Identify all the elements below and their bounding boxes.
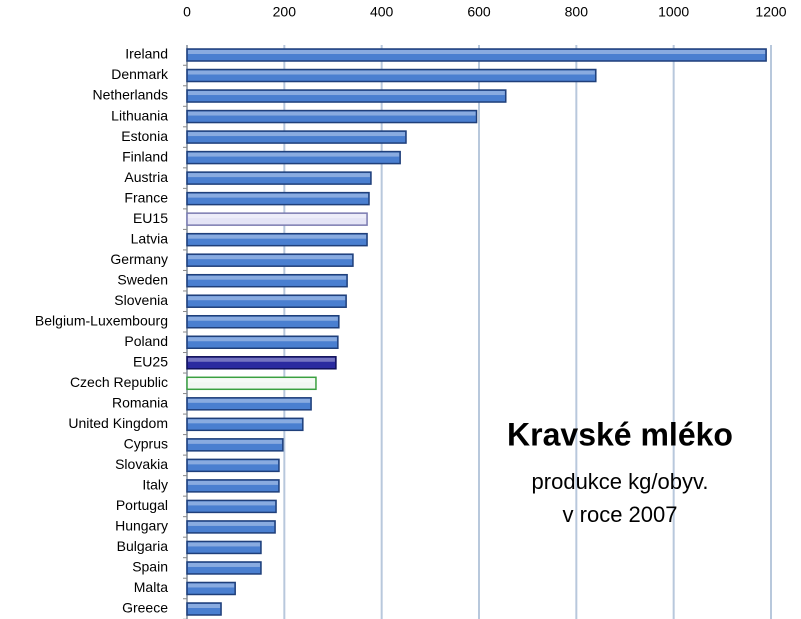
bar-highlight xyxy=(188,419,302,424)
bar xyxy=(186,232,368,247)
bar-highlight xyxy=(188,316,338,321)
bar-highlight xyxy=(188,378,315,383)
bar-highlight xyxy=(188,234,367,239)
y-tick-label: United Kingdom xyxy=(68,415,168,431)
bar-highlight xyxy=(188,521,275,526)
y-tick-label: EU25 xyxy=(133,353,168,369)
y-tick-label: Spain xyxy=(132,559,168,575)
x-tick-label: 800 xyxy=(565,4,589,20)
y-tick-label: Portugal xyxy=(116,497,168,513)
y-tick-label: Italy xyxy=(142,477,168,493)
y-tick-label: Austria xyxy=(124,169,168,185)
bar xyxy=(186,191,370,206)
bar xyxy=(186,602,222,616)
bar-highlight xyxy=(188,357,335,362)
bar-highlight xyxy=(188,296,346,301)
bar xyxy=(186,417,304,432)
bar xyxy=(186,499,277,514)
bar-highlight xyxy=(188,132,405,137)
bar-highlight xyxy=(188,542,260,547)
y-tick-label: Slovenia xyxy=(114,292,168,308)
bar-highlight xyxy=(188,91,505,96)
bar xyxy=(186,68,597,83)
y-tick-label: Estonia xyxy=(121,128,168,144)
bar xyxy=(186,376,317,391)
x-tick-label: 400 xyxy=(370,4,394,20)
bar-highlight xyxy=(188,480,278,485)
bar-highlight xyxy=(188,460,278,465)
bar xyxy=(186,520,276,534)
bar xyxy=(186,540,262,555)
y-tick-label: Denmark xyxy=(111,66,169,82)
bar-highlight xyxy=(188,562,260,567)
y-tick-label: Romania xyxy=(112,395,168,411)
y-tick-label: Hungary xyxy=(115,518,168,534)
bar-highlight xyxy=(188,604,221,608)
y-tick-label: Cyprus xyxy=(124,436,168,452)
y-tick-label: Sweden xyxy=(117,271,168,287)
x-tick-label: 0 xyxy=(183,4,191,20)
y-tick-label: Czech Republic xyxy=(70,374,168,390)
y-tick-label: Finland xyxy=(122,148,168,164)
chart-subtitle: produkce kg/obyv. xyxy=(532,469,709,494)
bar xyxy=(186,109,478,124)
y-tick-label: Bulgaria xyxy=(117,538,169,554)
bar xyxy=(186,253,354,267)
bar xyxy=(186,561,262,575)
bar xyxy=(186,294,347,308)
y-tick-label: Belgium-Luxembourg xyxy=(35,312,168,328)
bar xyxy=(186,171,372,185)
y-tick-label: France xyxy=(124,189,168,205)
bar-highlight xyxy=(188,275,347,280)
bar-highlight xyxy=(188,398,311,403)
bar-highlight xyxy=(188,501,276,506)
chart-subtitle: v roce 2007 xyxy=(563,502,678,527)
bar xyxy=(186,48,767,62)
x-tick-label: 600 xyxy=(467,4,491,20)
bar-highlight xyxy=(188,214,367,219)
bar xyxy=(186,335,339,350)
bar xyxy=(186,479,280,493)
bar xyxy=(186,273,348,288)
bar xyxy=(186,314,340,329)
bar-highlight xyxy=(188,583,235,588)
bar-highlight xyxy=(188,337,337,342)
y-tick-label: Slovakia xyxy=(115,456,168,472)
x-tick-label: 200 xyxy=(273,4,297,20)
y-tick-label: Greece xyxy=(122,600,168,616)
y-tick-label: Germany xyxy=(110,251,168,267)
bar xyxy=(186,356,337,370)
bar-highlight xyxy=(188,439,282,444)
chart-title: Kravské mléko xyxy=(507,416,733,452)
y-tick-label: Malta xyxy=(134,579,168,595)
bar xyxy=(186,397,312,411)
bar xyxy=(186,89,507,103)
bar-highlight xyxy=(188,255,352,260)
bar-highlight xyxy=(188,152,400,157)
x-tick-label: 1000 xyxy=(658,4,689,20)
bar xyxy=(186,581,236,596)
bar-highlight xyxy=(188,193,369,198)
bar-highlight xyxy=(188,70,595,75)
bar xyxy=(186,130,407,144)
bar xyxy=(186,458,280,473)
bar-highlight xyxy=(188,173,370,178)
y-tick-label: Ireland xyxy=(125,46,168,62)
bar-highlight xyxy=(188,111,476,116)
y-tick-label: Latvia xyxy=(131,230,169,246)
bar xyxy=(186,438,284,452)
y-tick-label: EU15 xyxy=(133,210,168,226)
y-tick-label: Poland xyxy=(124,333,168,349)
y-tick-label: Lithuania xyxy=(111,107,168,123)
bar-highlight xyxy=(188,50,766,54)
bar xyxy=(186,150,401,165)
bar xyxy=(186,212,368,226)
y-tick-label: Netherlands xyxy=(93,87,169,103)
x-tick-label: 1200 xyxy=(755,4,786,20)
